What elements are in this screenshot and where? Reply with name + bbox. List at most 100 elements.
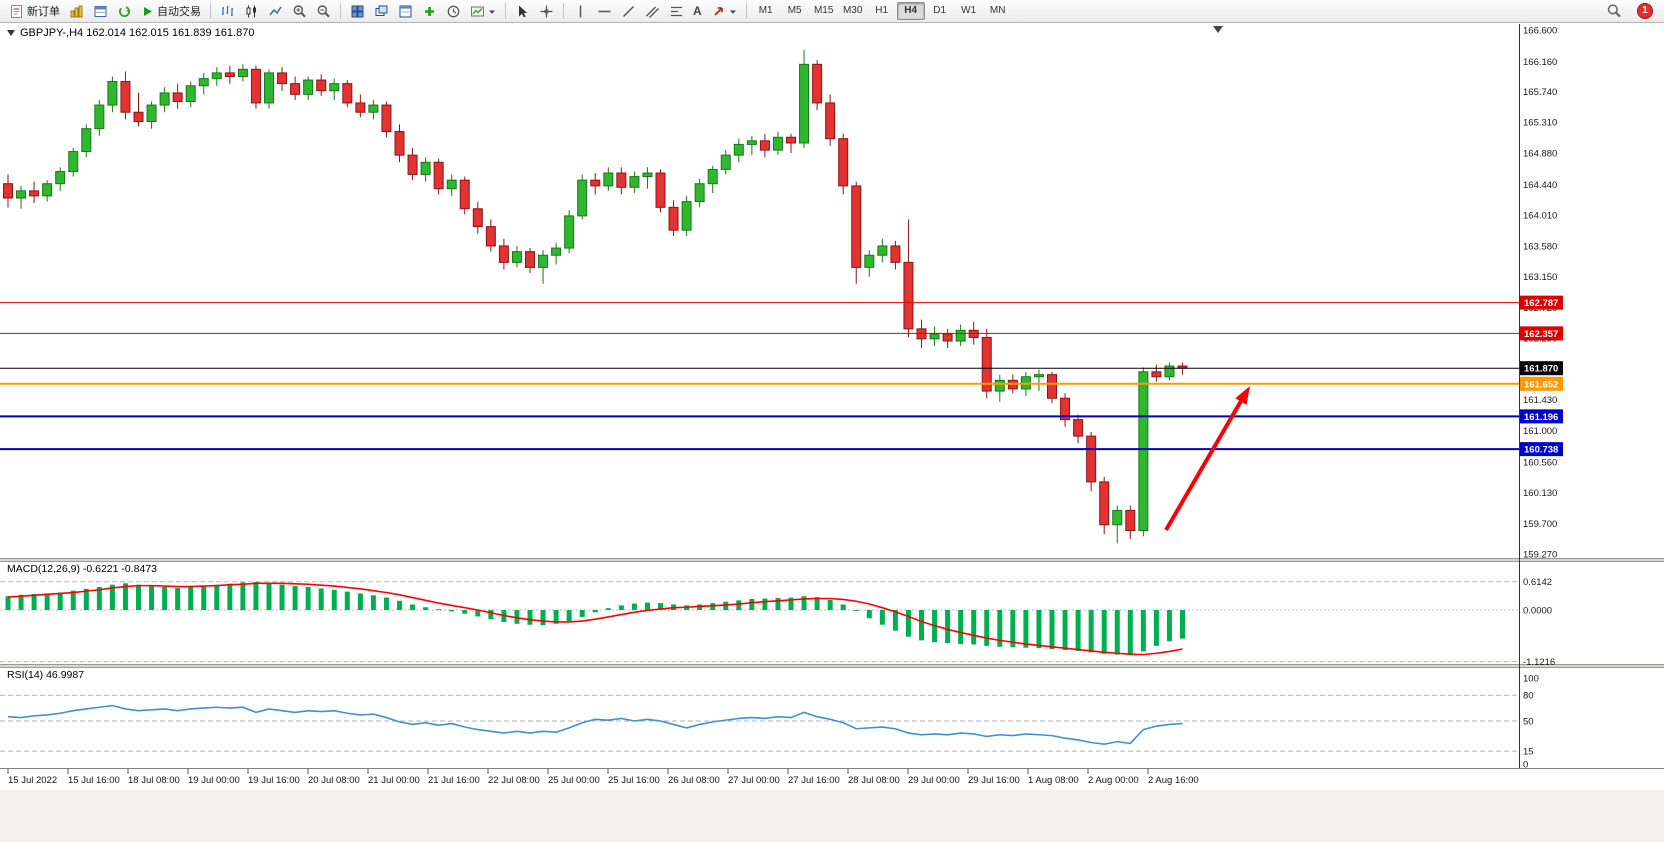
add-indicator-button[interactable]	[418, 1, 441, 21]
channel-tool-button[interactable]	[641, 1, 664, 21]
bar-chart-mode-button[interactable]	[216, 1, 239, 21]
timeframe-h1-button[interactable]: H1	[868, 2, 896, 20]
templates-button[interactable]	[466, 1, 500, 21]
candle-up	[303, 79, 314, 95]
toolbar-separator	[745, 3, 747, 19]
notification-badge[interactable]: 1	[1637, 3, 1653, 19]
candle-up	[1164, 365, 1175, 378]
crosshair-icon	[539, 4, 554, 19]
time-axis-label: 27 Jul 16:00	[788, 775, 840, 786]
timeframe-m15-button[interactable]: M15	[810, 2, 838, 20]
search-icon	[1606, 3, 1622, 19]
timeframe-d1-button[interactable]: D1	[926, 2, 954, 20]
time-axis-label: 25 Jul 16:00	[608, 775, 660, 786]
price-badge	[1520, 409, 1563, 424]
text-tool-icon: A	[693, 4, 702, 18]
candle-down	[316, 79, 327, 92]
candle-up	[1033, 374, 1044, 378]
toolbar-separator	[505, 3, 506, 19]
candle-down	[498, 245, 509, 263]
candle-up	[994, 379, 1005, 392]
crosshair-tool-button[interactable]	[535, 1, 558, 21]
macd-axis-label: 0.0000	[1523, 606, 1552, 617]
candle-up	[564, 215, 575, 249]
candle-down	[1047, 374, 1057, 399]
price-axis-label: 164.010	[1523, 211, 1557, 222]
candle-up	[733, 143, 744, 156]
candle-up	[1112, 509, 1123, 526]
text-tool-button[interactable]: A	[689, 1, 706, 21]
chart-shift-marker-icon[interactable]	[1213, 26, 1223, 33]
line-chart-mode-button[interactable]	[264, 1, 287, 21]
candle-up	[772, 136, 783, 151]
candle-up	[159, 92, 170, 106]
timeframe-mn-button[interactable]: MN	[984, 2, 1012, 20]
new-order-button[interactable]: 新订单	[5, 1, 64, 21]
macd-rsi-splitter[interactable]	[0, 664, 1664, 668]
trend-arrow-annotation[interactable]	[1164, 386, 1250, 532]
candle-down	[1060, 397, 1071, 421]
trendline-tool-button[interactable]	[617, 1, 640, 21]
rsi-panel	[0, 694, 1520, 752]
charts-button[interactable]	[65, 1, 88, 21]
chart-title: GBPJPY-,H4 162.014 162.015 161.839 161.8…	[7, 27, 254, 39]
trendline-icon	[621, 4, 636, 19]
price-axis-label: 166.600	[1523, 26, 1557, 37]
arrows-tool-button[interactable]	[707, 1, 741, 21]
plus-icon	[422, 4, 437, 19]
candle-up	[538, 254, 549, 268]
zoom-out-icon	[316, 4, 331, 19]
price-badge-label: 160.738	[1524, 445, 1558, 456]
timeframe-m1-button[interactable]: M1	[752, 2, 780, 20]
candle-down	[890, 245, 901, 263]
rsi-axis-label: 15	[1523, 747, 1534, 758]
clock-icon	[446, 4, 461, 19]
period-clock-button[interactable]	[442, 1, 465, 21]
candlestick-mode-button[interactable]	[240, 1, 263, 21]
time-axis-label: 25 Jul 00:00	[548, 775, 600, 786]
candle-down	[812, 63, 823, 104]
time-axis-label: 18 Jul 08:00	[128, 775, 180, 786]
search-button[interactable]	[1602, 1, 1626, 21]
tile-windows-button[interactable]	[346, 1, 369, 21]
candle-up	[146, 104, 157, 123]
main-macd-splitter[interactable]	[0, 558, 1664, 562]
cursor-tool-button[interactable]	[511, 1, 534, 21]
symbol-dropdown-icon[interactable]	[7, 30, 15, 36]
candlestick-icon	[244, 4, 259, 19]
candle-up	[551, 247, 562, 256]
time-axis-label: 26 Jul 08:00	[668, 775, 720, 786]
cascade-windows-button[interactable]	[370, 1, 393, 21]
zoom-in-button[interactable]	[288, 1, 311, 21]
autotrading-button[interactable]: 自动交易	[137, 1, 205, 21]
candle-down	[668, 206, 679, 231]
rsi-axis-label: 80	[1523, 691, 1534, 702]
rsi-axis-label: 0	[1523, 760, 1528, 771]
toolbar-separator	[340, 3, 341, 19]
zoom-out-button[interactable]	[312, 1, 335, 21]
market-watch-button[interactable]	[89, 1, 112, 21]
price-axis-label: 165.310	[1523, 118, 1557, 129]
candle-up	[55, 171, 66, 185]
candle-down	[590, 179, 601, 187]
timeframe-h4-button[interactable]: H4	[896, 2, 925, 20]
tile-windows-icon	[350, 4, 365, 19]
timeframe-w1-button[interactable]: W1	[955, 2, 983, 20]
candle-down	[851, 185, 862, 268]
fibonacci-tool-button[interactable]	[665, 1, 688, 21]
timeframe-m30-button[interactable]: M30	[839, 2, 867, 20]
vertical-line-tool-button[interactable]	[569, 1, 592, 21]
candle-up	[68, 151, 79, 173]
candle-up	[877, 245, 888, 256]
price-badge-label: 161.196	[1524, 412, 1558, 423]
candle-down	[472, 208, 483, 228]
horizontal-line-tool-button[interactable]	[593, 1, 616, 21]
window-list-button[interactable]	[394, 1, 417, 21]
refresh-button[interactable]	[113, 1, 136, 21]
candle-down	[759, 140, 770, 151]
time-axis[interactable]: 15 Jul 2022 15 Jul 16:00 18 Jul 08:00 19 Ju…	[7, 769, 1199, 786]
rsi-line	[7, 704, 1183, 746]
timeframe-m5-button[interactable]: M5	[781, 2, 809, 20]
candle-up	[211, 72, 222, 80]
